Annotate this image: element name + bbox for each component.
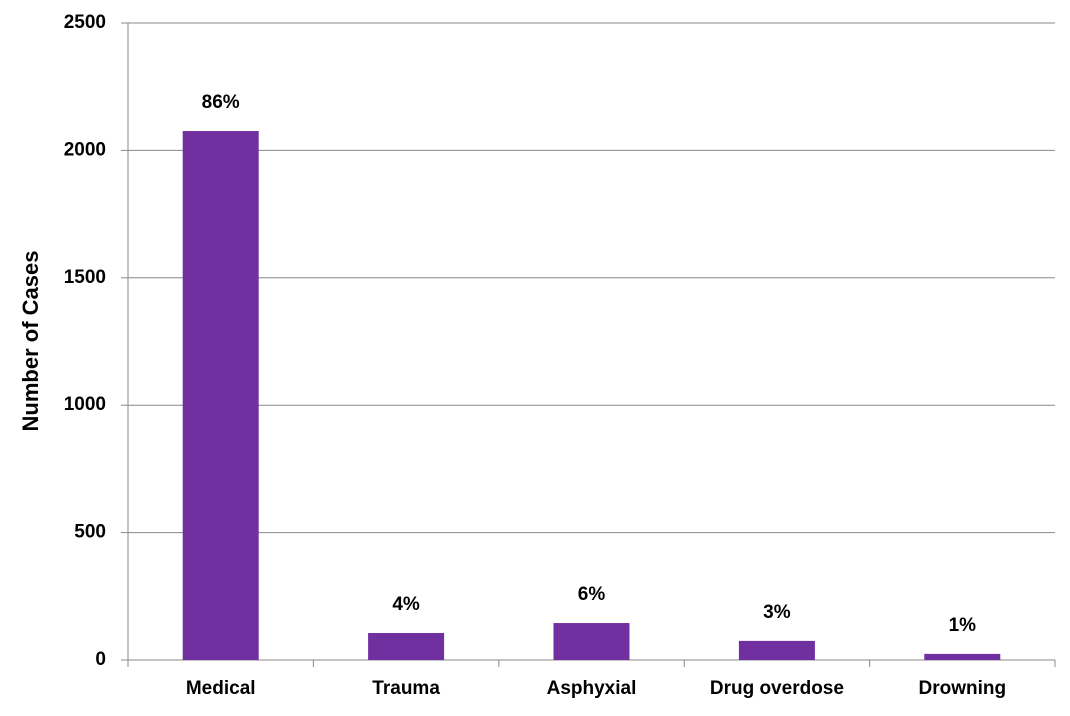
y-tick-label: 500 xyxy=(74,522,106,543)
bar xyxy=(182,131,259,660)
value-label: 4% xyxy=(392,594,420,615)
value-label: 1% xyxy=(949,615,977,636)
bar xyxy=(368,632,445,660)
bar xyxy=(553,623,630,660)
bar xyxy=(924,653,1001,660)
y-tick-label: 0 xyxy=(95,649,106,670)
value-label: 6% xyxy=(578,584,606,605)
x-tick-label: Drug overdose xyxy=(710,678,844,699)
x-tick-label: Asphyxial xyxy=(547,678,637,699)
value-label: 3% xyxy=(763,602,791,623)
y-tick-label: 2500 xyxy=(64,12,106,33)
y-tick-label: 1000 xyxy=(64,394,106,415)
value-label: 86% xyxy=(202,92,240,113)
y-tick-label: 2000 xyxy=(64,139,106,160)
x-tick-label: Drowning xyxy=(918,678,1006,699)
bar xyxy=(738,640,815,660)
x-tick-label: Medical xyxy=(186,678,256,699)
x-tick-label: Trauma xyxy=(372,678,440,699)
y-tick-label: 1500 xyxy=(64,267,106,288)
y-axis-title: Number of Cases xyxy=(18,251,43,432)
